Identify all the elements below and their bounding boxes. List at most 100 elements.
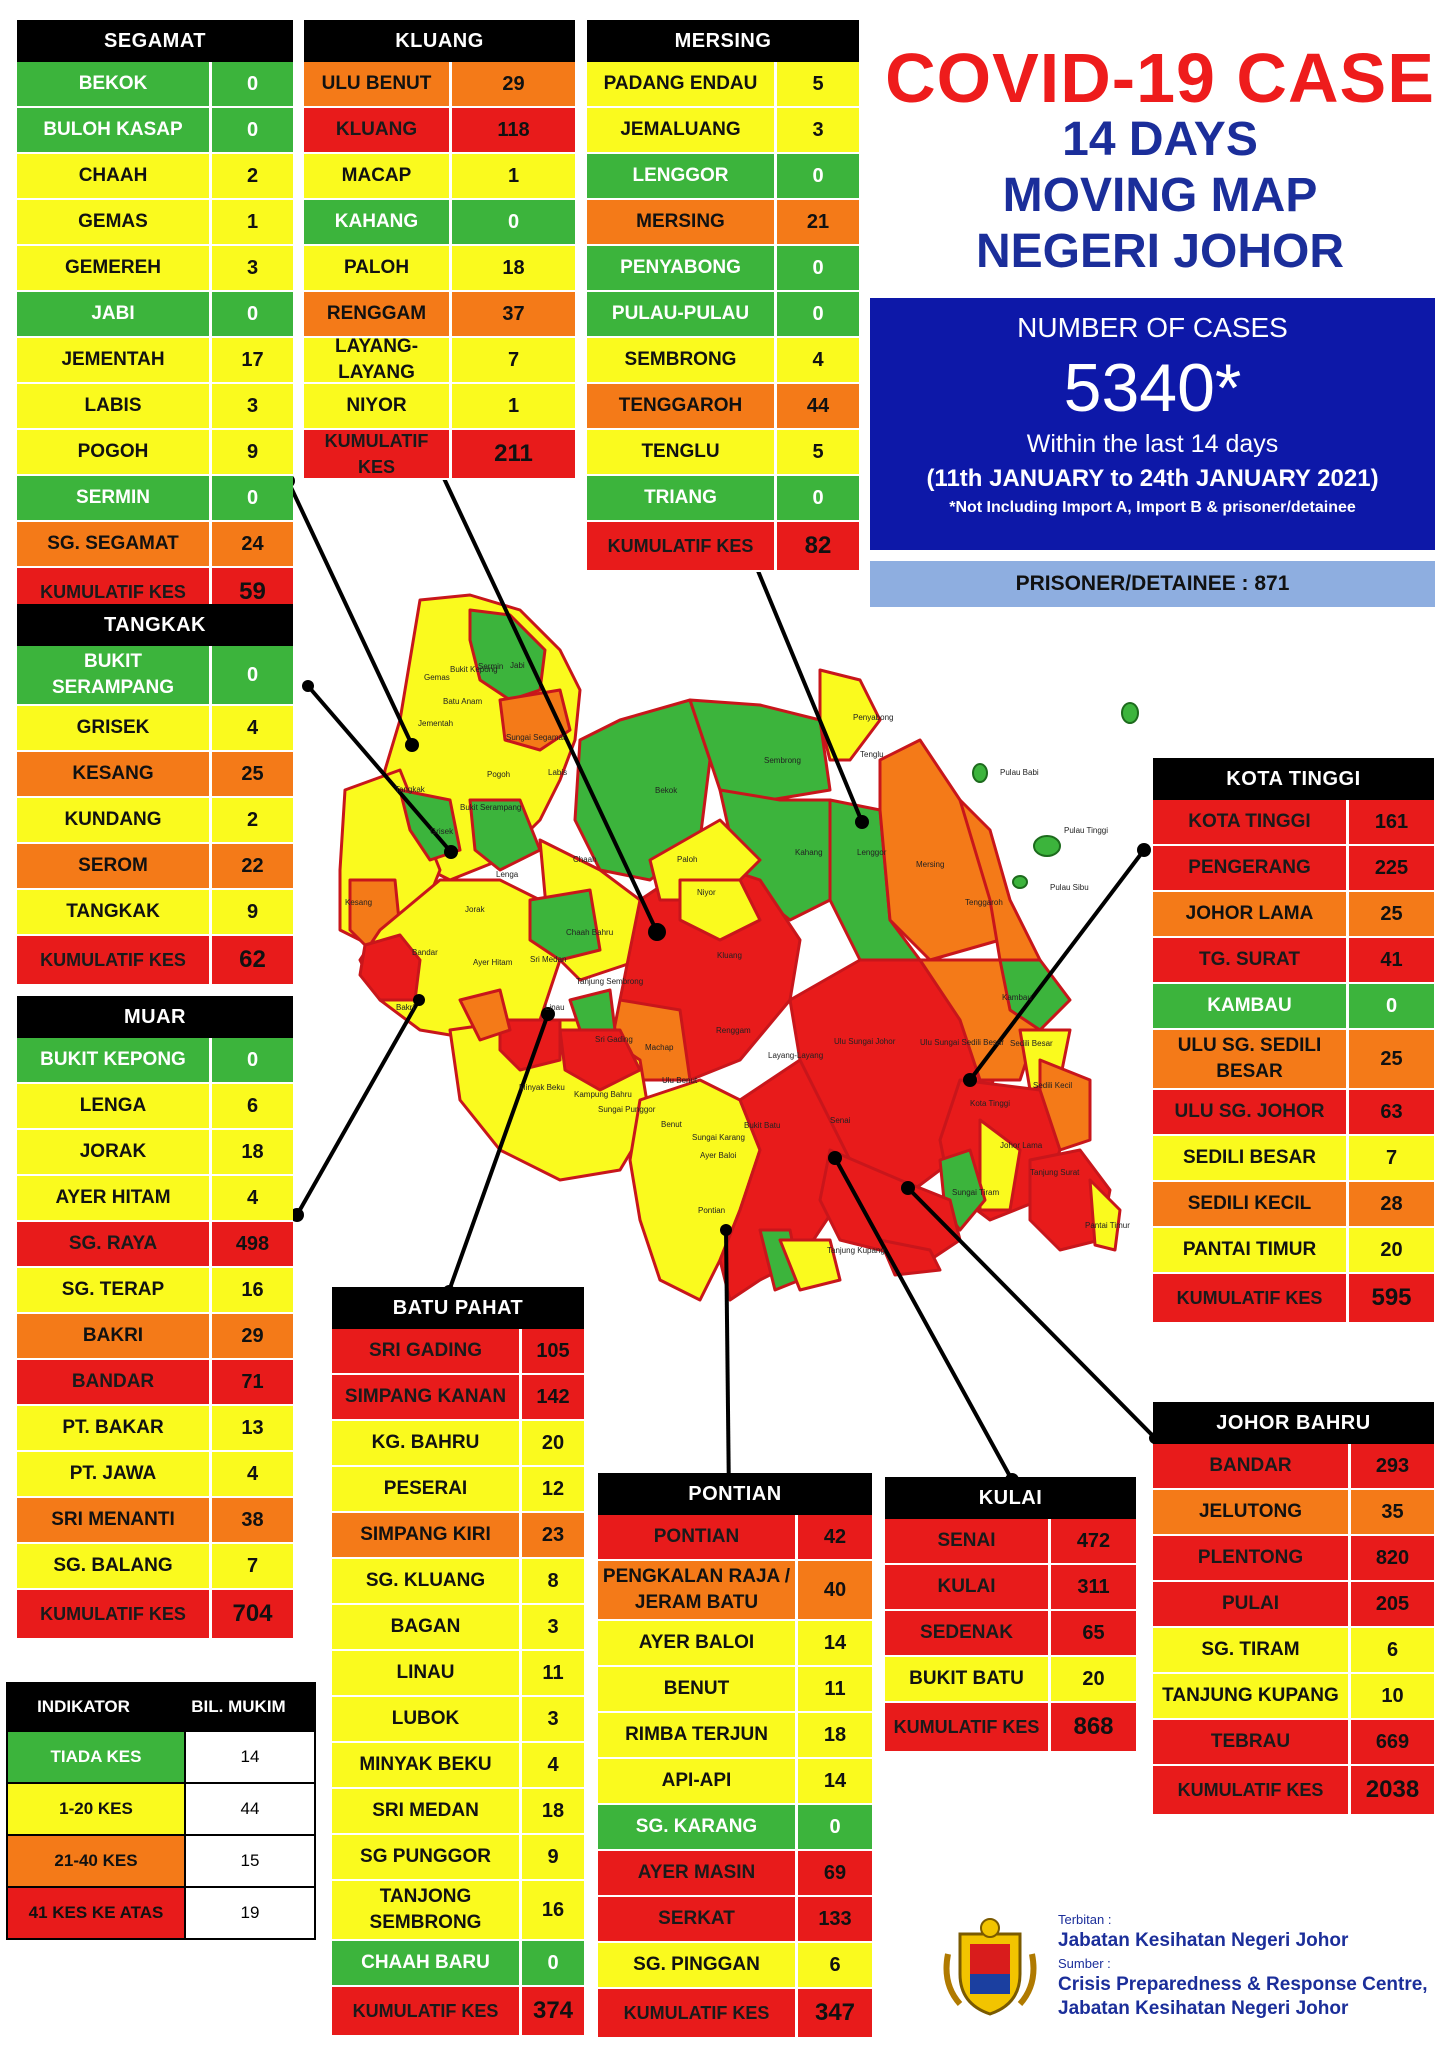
mukim-name: POGOH bbox=[17, 430, 212, 474]
dot-mersing-end bbox=[855, 815, 869, 829]
pointer-segamat bbox=[286, 480, 414, 746]
legend-rows: TIADA KES 14 1-20 KES 44 21-40 KES 15 41 KES K… bbox=[6, 1732, 316, 1940]
district-row: GRISEK 4 bbox=[17, 706, 293, 752]
district-title: MERSING bbox=[587, 20, 859, 62]
mukim-name: TRIANG bbox=[587, 476, 777, 520]
district-row: KOTA TINGGI 161 bbox=[1153, 800, 1434, 846]
district-row: TANJUNG KUPANG 10 bbox=[1153, 1674, 1434, 1720]
district-row: SEDENAK 65 bbox=[885, 1611, 1136, 1657]
district-row: AYER HITAM 4 bbox=[17, 1176, 293, 1222]
islands bbox=[972, 702, 1139, 889]
mukim-cases: 5 bbox=[812, 440, 824, 463]
mukim-cases: 3 bbox=[246, 256, 259, 279]
mukim-name: ULU BENUT bbox=[304, 62, 452, 106]
district-row: KESANG 25 bbox=[17, 752, 293, 798]
district-row: TEBRAU 669 bbox=[1153, 1720, 1434, 1766]
district-row: KAMBAU 0 bbox=[1153, 984, 1434, 1030]
map-place-label: Kesang bbox=[345, 898, 372, 907]
mukim-name: PENGKALAN RAJA / JERAM BATU bbox=[598, 1561, 798, 1619]
map-place-label: Kota Tinggi bbox=[970, 1099, 1010, 1108]
district-row: SG. KLUANG 8 bbox=[332, 1559, 584, 1605]
mukim-name: PT. JAWA bbox=[17, 1452, 212, 1496]
mukim-cases: 0 bbox=[829, 1815, 841, 1838]
mukim-cases: 40 bbox=[823, 1578, 847, 1601]
map-place-label: Bukit Serampang bbox=[460, 803, 521, 812]
district-row: KAHANG 0 bbox=[304, 200, 575, 246]
sub-title-line3: NEGERI JOHOR bbox=[975, 225, 1345, 278]
mukim-cases: 11 bbox=[824, 1677, 846, 1700]
district-row: SEDILI KECIL 28 bbox=[1153, 1182, 1434, 1228]
mukim-name: SG. TERAP bbox=[17, 1268, 212, 1312]
map-place-label: Bukit Kepong bbox=[450, 665, 498, 674]
map-region-simpang-kiri bbox=[458, 988, 512, 1042]
district-row: TANGKAK 9 bbox=[17, 890, 293, 936]
mukim-cases: 293 bbox=[1375, 1454, 1410, 1477]
legend-count: 19 bbox=[184, 1888, 316, 1938]
map-place-label: Labis bbox=[548, 768, 567, 777]
mukim-name: SENAI bbox=[885, 1519, 1051, 1563]
map-place-label: Kambau bbox=[1002, 993, 1032, 1002]
district-title: BATU PAHAT bbox=[332, 1287, 584, 1329]
legend-indicator: 21-40 KES bbox=[6, 1836, 184, 1886]
kumulatif-label: KUMULATIF KES bbox=[304, 430, 452, 478]
district-row: MERSING 21 bbox=[587, 200, 859, 246]
mukim-cases: 14 bbox=[823, 1769, 847, 1792]
kumulatif-label: KUMULATIF KES bbox=[332, 1987, 522, 2035]
mukim-cases: 9 bbox=[547, 1845, 559, 1868]
mukim-name: SIMPANG KANAN bbox=[332, 1375, 522, 1419]
district-title: JOHOR BAHRU bbox=[1153, 1402, 1434, 1444]
sub-title-line1: 14 DAYS bbox=[1062, 113, 1258, 166]
district-row: SEMBRONG 4 bbox=[587, 338, 859, 384]
district-row: CHAAH 2 bbox=[17, 154, 293, 200]
kumulatif-value: 82 bbox=[804, 532, 832, 559]
mukim-name: PONTIAN bbox=[598, 1515, 798, 1559]
mukim-cases: 4 bbox=[246, 716, 259, 739]
map-place-label: Tenggaroh bbox=[965, 898, 1003, 907]
district-row: LUBOK 3 bbox=[332, 1697, 584, 1743]
district-table-pontian: PONTIAN PONTIAN 42 PENGKALAN RAJA / JERAM B… bbox=[598, 1473, 872, 2039]
map-region-pantai-timur bbox=[1088, 1178, 1122, 1252]
map-place-label: Layang-Layang bbox=[768, 1051, 823, 1060]
kumulatif-value: 347 bbox=[814, 1999, 856, 2026]
map-place-label: Machap bbox=[645, 1043, 674, 1052]
sumber-line2: Jabatan Kesihatan Negeri Johor bbox=[1058, 1998, 1349, 2019]
district-row: KULAI 311 bbox=[885, 1565, 1136, 1611]
mukim-name: GRISEK bbox=[17, 706, 212, 750]
district-row: GEMEREH 3 bbox=[17, 246, 293, 292]
mukim-cases: 3 bbox=[246, 394, 259, 417]
map-place-label: Ayer Hitam bbox=[473, 958, 513, 967]
mukim-cases: 3 bbox=[547, 1707, 559, 1730]
map-place-label: Pulau Tinggi bbox=[1064, 826, 1108, 835]
cases-value: 5340* bbox=[1063, 350, 1242, 426]
district-row: JEMENTAH 17 bbox=[17, 338, 293, 384]
mukim-cases: 472 bbox=[1076, 1529, 1111, 1552]
district-row: RENGGAM 37 bbox=[304, 292, 575, 338]
map-place-label: Ulu Sungai Sedili Besar bbox=[920, 1038, 1004, 1047]
district-title: PONTIAN bbox=[598, 1473, 872, 1515]
mukim-cases: 18 bbox=[502, 256, 525, 279]
mukim-name: AYER MASIN bbox=[598, 1851, 798, 1895]
kumulatif-label: KUMULATIF KES bbox=[598, 1989, 798, 2037]
district-row: TENGLU 5 bbox=[587, 430, 859, 476]
mukim-cases: 13 bbox=[241, 1416, 264, 1439]
footer-credits: Terbitan : Jabatan Kesihatan Negeri Joho… bbox=[940, 1912, 1440, 2032]
district-total-row: KUMULATIF KES 2038 bbox=[1153, 1766, 1434, 1816]
mukim-name: LENGA bbox=[17, 1084, 212, 1128]
sumber-label: Sumber : bbox=[1058, 1956, 1111, 1971]
mukim-name: JABI bbox=[17, 292, 212, 336]
mukim-name: PULAI bbox=[1153, 1582, 1351, 1626]
terbitan: Jabatan Kesihatan Negeri Johor bbox=[1058, 1930, 1349, 1951]
pointer-johorbahru bbox=[906, 1186, 1157, 1440]
district-title: KOTA TINGGI bbox=[1153, 758, 1434, 800]
mukim-cases: 11 bbox=[542, 1661, 564, 1684]
mukim-name: TANGKAK bbox=[17, 890, 212, 934]
mukim-name: SG. PINGGAN bbox=[598, 1943, 798, 1987]
mukim-cases: 161 bbox=[1374, 810, 1409, 833]
district-row: API-API 14 bbox=[598, 1759, 872, 1805]
mukim-name: SEDILI KECIL bbox=[1153, 1182, 1349, 1226]
map-place-label: Tenglu bbox=[860, 750, 884, 759]
district-row: BANDAR 293 bbox=[1153, 1444, 1434, 1490]
mukim-cases: 29 bbox=[502, 72, 525, 95]
map-place-label: Sri Gading bbox=[595, 1035, 633, 1044]
mukim-name: SEROM bbox=[17, 844, 212, 888]
